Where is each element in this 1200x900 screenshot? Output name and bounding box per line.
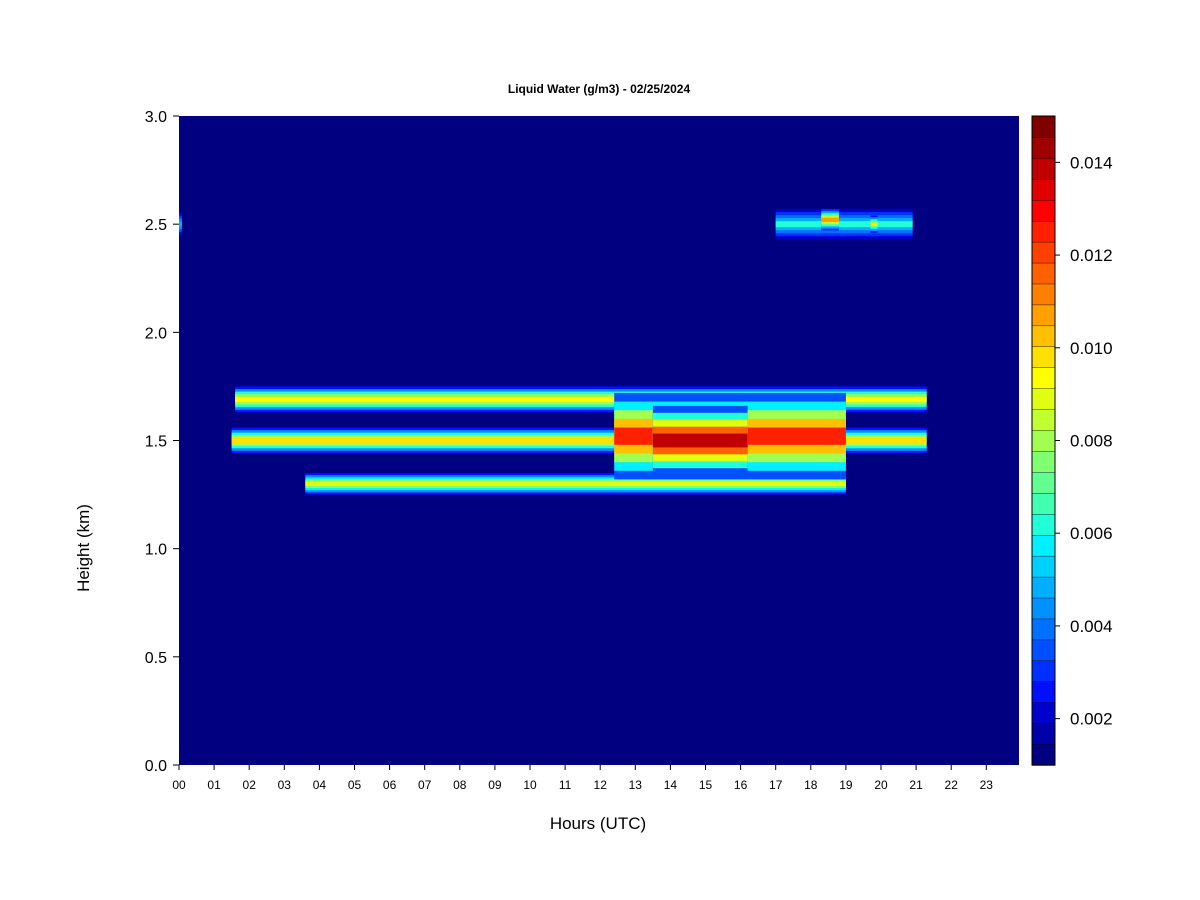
colorbar-tick-label-0.002: 0.002 [1070, 710, 1113, 729]
colorbar-swatch-29 [1031, 136, 1056, 159]
colorbar-swatch-23 [1031, 262, 1056, 285]
colorbar-swatch-3 [1031, 681, 1056, 703]
y-tick-label-0.5: 0.5 [145, 650, 167, 667]
colorbar-swatch-14 [1031, 450, 1056, 473]
x-tick-label-09: 09 [488, 778, 502, 792]
cloud-layer-4-band-4 [652, 433, 748, 448]
colorbar-swatch-30 [1031, 115, 1056, 138]
x-tick-label-07: 07 [418, 778, 432, 792]
colorbar-tick-label-0.010: 0.010 [1070, 339, 1113, 358]
cloud-layer-2-band-4 [305, 481, 846, 486]
cloud-layer-1-band-4 [231, 437, 927, 444]
colorbar-tick-label-0.006: 0.006 [1070, 524, 1113, 543]
x-tick-label-10: 10 [523, 778, 537, 792]
colorbar-swatch-7 [1031, 597, 1056, 620]
x-tick-label-05: 05 [348, 778, 362, 792]
x-axis: 00 01 02 03 04 05 06 07 08 09 10 11 12 13 14 15 16 17 18 19… [172, 765, 993, 792]
x-tick-label-15: 15 [699, 778, 713, 792]
x-tick-label-11: 11 [559, 778, 572, 792]
colorbar-swatch-20 [1031, 325, 1056, 347]
colorbar-swatch-2 [1031, 701, 1056, 724]
colorbar-swatch-24 [1031, 241, 1056, 264]
y-axis-label: Height (km) [74, 504, 93, 592]
colorbar-swatch-18 [1031, 367, 1056, 389]
colorbar-swatch-22 [1031, 283, 1056, 306]
cloud-layer-group [179, 209, 927, 495]
y-tick-label-2.5: 2.5 [145, 217, 167, 234]
colorbar-swatch-1 [1031, 722, 1056, 745]
cloud-layer-8-band-4 [179, 221, 182, 227]
colorbar-swatch-8 [1031, 576, 1056, 599]
colorbar-swatch-27 [1031, 178, 1056, 201]
x-tick-label-23: 23 [980, 778, 994, 792]
x-tick-label-19: 19 [839, 778, 853, 792]
x-tick-label-04: 04 [313, 778, 327, 792]
y-tick-label-1.0: 1.0 [145, 542, 167, 559]
x-tick-label-13: 13 [629, 778, 643, 792]
colorbar-swatch-26 [1031, 199, 1056, 222]
colorbar-swatch-15 [1031, 429, 1056, 452]
colorbar-swatch-6 [1031, 618, 1056, 641]
colorbar-swatch-12 [1031, 492, 1056, 515]
x-tick-label-02: 02 [243, 778, 257, 792]
colorbar-swatch-13 [1031, 471, 1056, 494]
chart-title: Liquid Water (g/m3) - 02/25/2024 [508, 82, 691, 96]
colorbar-tick-label-0.004: 0.004 [1070, 617, 1113, 636]
colorbar-swatch-10 [1031, 534, 1056, 557]
y-tick-label-2.0: 2.0 [145, 325, 167, 342]
y-tick-label-1.5: 1.5 [145, 434, 167, 451]
x-axis-label: Hours (UTC) [550, 814, 646, 833]
x-tick-label-03: 03 [278, 778, 292, 792]
x-tick-label-21: 21 [909, 778, 923, 792]
cloud-layer-5-band-4 [775, 221, 913, 228]
x-tick-label-20: 20 [874, 778, 888, 792]
colorbar-tick-label-0.012: 0.012 [1070, 246, 1113, 265]
x-tick-label-22: 22 [945, 778, 959, 792]
colorbar-tick-label-0.008: 0.008 [1070, 432, 1113, 451]
cloud-layer-6-band-4 [821, 217, 839, 223]
colorbar-swatch-4 [1031, 660, 1056, 682]
cloud-layer-7-band-4 [870, 222, 878, 226]
x-tick-label-06: 06 [383, 778, 397, 792]
y-tick-label-3.0: 3.0 [145, 109, 167, 126]
x-tick-label-17: 17 [769, 778, 783, 792]
colorbar-swatch-28 [1031, 157, 1056, 180]
x-tick-label-16: 16 [734, 778, 748, 792]
colorbar-swatch-19 [1031, 346, 1056, 368]
x-tick-label-01: 01 [207, 778, 221, 792]
colorbar-swatch-21 [1031, 304, 1056, 327]
colorbar-swatch-0 [1031, 743, 1056, 766]
x-tick-label-12: 12 [594, 778, 608, 792]
y-axis: 0.0 0.5 1.0 1.5 2.0 2.5 3.0 [145, 109, 179, 775]
x-tick-label-08: 08 [453, 778, 467, 792]
x-tick-label-14: 14 [664, 778, 678, 792]
colorbar-swatch-25 [1031, 220, 1056, 243]
colorbar-swatch-11 [1031, 513, 1056, 536]
colorbar-swatch-17 [1031, 387, 1056, 410]
x-tick-label-18: 18 [804, 778, 818, 792]
colorbar-tick-label-0.014: 0.014 [1070, 153, 1113, 172]
colorbar-swatch-5 [1031, 639, 1056, 662]
colorbar-swatch-9 [1031, 555, 1056, 578]
colorbar [1031, 115, 1056, 766]
y-tick-label-0.0: 0.0 [145, 758, 167, 775]
cloud-layer-0-band-4 [235, 396, 927, 402]
x-tick-label-00: 00 [172, 778, 186, 792]
colorbar-swatch-16 [1031, 408, 1056, 431]
colorbar-ticks: 0.002 0.004 0.006 0.008 0.010 0.012 0.014 [1055, 153, 1113, 729]
